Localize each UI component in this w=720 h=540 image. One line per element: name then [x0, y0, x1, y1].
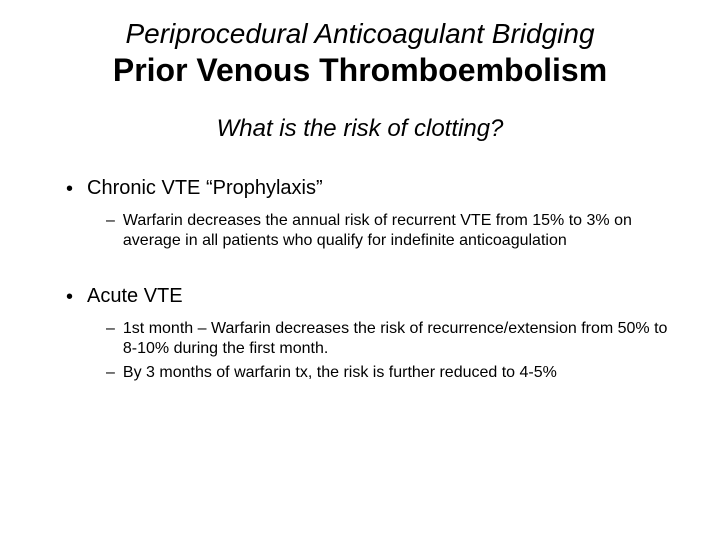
slide: Periprocedural Anticoagulant Bridging Pr… — [0, 0, 720, 540]
spacer — [48, 255, 680, 285]
dash-marker: – — [106, 319, 115, 359]
bullet-level1: • Chronic VTE “Prophylaxis” — [48, 177, 680, 201]
title-block: Periprocedural Anticoagulant Bridging Pr… — [40, 18, 680, 89]
bullet-level2: – 1st month – Warfarin decreases the ris… — [48, 319, 680, 359]
title-line-1: Periprocedural Anticoagulant Bridging — [40, 18, 680, 50]
bullet-marker: • — [66, 285, 73, 309]
subtitle: What is the risk of clotting? — [40, 115, 680, 143]
dash-marker: – — [106, 211, 115, 251]
bullet-level1: • Acute VTE — [48, 285, 680, 309]
bullet-text: Acute VTE — [87, 285, 183, 309]
dash-marker: – — [106, 363, 115, 383]
bullet-text: 1st month – Warfarin decreases the risk … — [123, 319, 680, 359]
bullet-level2: – By 3 months of warfarin tx, the risk i… — [48, 363, 680, 383]
bullet-text: Chronic VTE “Prophylaxis” — [87, 177, 323, 201]
bullet-marker: • — [66, 177, 73, 201]
bullet-text: By 3 months of warfarin tx, the risk is … — [123, 363, 557, 383]
title-line-2: Prior Venous Thromboembolism — [40, 52, 680, 89]
bullet-level2: – Warfarin decreases the annual risk of … — [48, 211, 680, 251]
bullet-text: Warfarin decreases the annual risk of re… — [123, 211, 680, 251]
content: • Chronic VTE “Prophylaxis” – Warfarin d… — [40, 177, 680, 383]
